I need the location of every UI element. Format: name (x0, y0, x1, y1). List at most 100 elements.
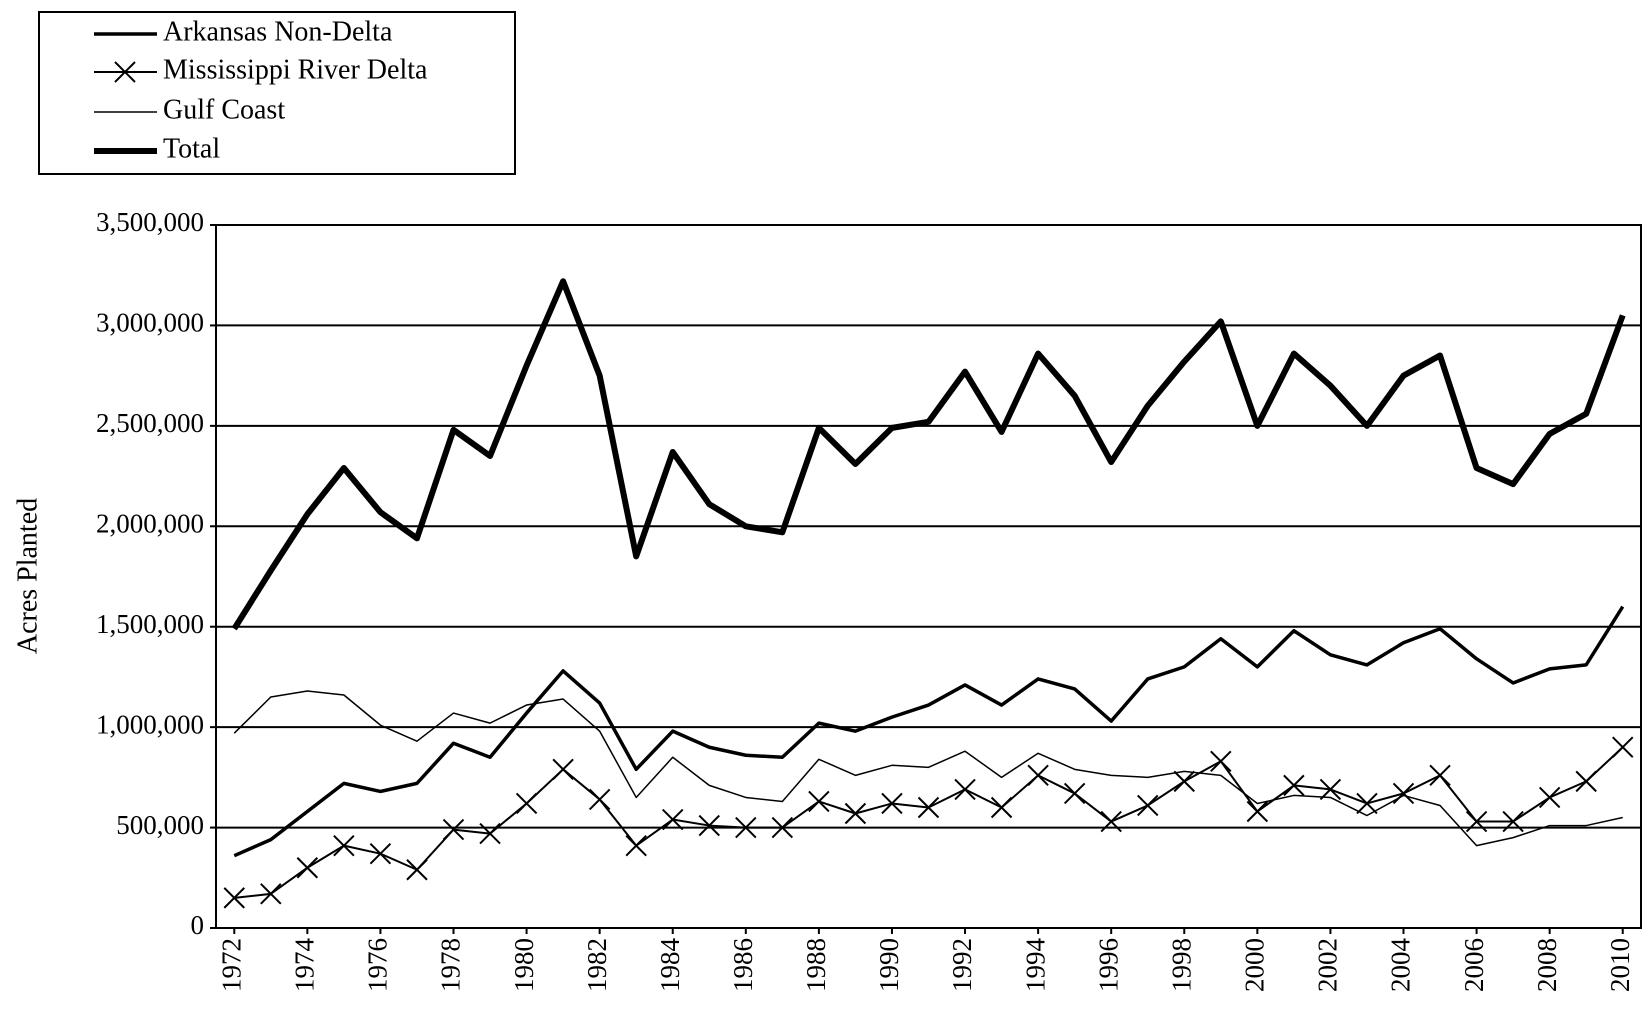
x-tick-label: 1982 (582, 938, 612, 992)
marker (1429, 764, 1451, 787)
marker (552, 758, 574, 781)
marker (479, 822, 501, 845)
marker (1465, 810, 1488, 833)
marker (844, 802, 867, 825)
legend-box (38, 11, 516, 175)
marker-stroke (515, 792, 538, 815)
marker (954, 778, 976, 801)
marker (990, 796, 1013, 819)
y-tick-label: 2,000,000 (96, 508, 204, 538)
marker-stroke (1465, 810, 1488, 833)
marker-stroke (844, 802, 867, 825)
marker (735, 816, 757, 839)
marker-stroke (1246, 800, 1269, 823)
x-tick-label: 1996 (1093, 938, 1123, 992)
marker (1137, 794, 1159, 817)
y-tick-label: 3,500,000 (96, 207, 204, 237)
y-tick-label: 1,500,000 (96, 609, 204, 639)
marker (698, 814, 720, 837)
marker (1063, 782, 1086, 805)
marker (917, 796, 940, 819)
x-tick-label: 2000 (1240, 938, 1270, 992)
marker-stroke (333, 834, 355, 857)
marker-stroke (1502, 810, 1524, 833)
marker (588, 788, 611, 811)
marker (1283, 774, 1305, 797)
marker (771, 816, 794, 839)
marker (1246, 800, 1269, 823)
marker (1356, 792, 1378, 815)
marker-stroke (1392, 782, 1415, 805)
marker (1027, 764, 1049, 787)
x-tick-label: 1990 (874, 938, 904, 992)
marker (662, 808, 684, 831)
x-tick-label: 1978 (436, 938, 466, 992)
marker (260, 883, 282, 905)
legend-label: Gulf Coast (163, 94, 285, 125)
x-tick-label: 1984 (655, 938, 685, 993)
marker (223, 887, 245, 909)
marker-stroke (881, 792, 903, 815)
marker-stroke (698, 814, 720, 837)
x-tick-label: 1994 (1020, 938, 1050, 993)
marker-stroke (1137, 794, 1159, 817)
marker (1319, 778, 1342, 801)
marker-stroke (735, 816, 757, 839)
marker-stroke (1319, 778, 1342, 801)
x-tick-label: 1976 (363, 938, 393, 992)
y-tick-label: 1,000,000 (96, 709, 204, 739)
marker-stroke (442, 818, 465, 841)
plot-border (215, 224, 1642, 929)
series-line (234, 746, 1624, 899)
x-tick-label: 1972 (216, 938, 246, 992)
marker (1210, 750, 1232, 772)
marker-stroke (625, 834, 647, 857)
marker-stroke (1100, 810, 1122, 833)
y-tick-label: 500,000 (116, 810, 204, 840)
legend-label: Arkansas Non-Delta (163, 16, 393, 47)
y-axis-label: Acres Planted (12, 498, 43, 654)
marker (296, 857, 319, 879)
marker (625, 834, 647, 857)
marker-stroke (1283, 774, 1305, 797)
marker (333, 834, 355, 857)
marker (881, 792, 903, 815)
marker-stroke (552, 758, 574, 781)
marker (406, 859, 428, 881)
marker (515, 792, 538, 815)
marker (1502, 810, 1524, 833)
marker-stroke (771, 816, 794, 839)
marker (1392, 782, 1415, 805)
legend-label: Mississippi River Delta (163, 54, 428, 85)
marker-stroke (808, 790, 830, 813)
marker-stroke (990, 796, 1013, 819)
x-tick-label: 2008 (1532, 938, 1562, 992)
x-tick-label: 2004 (1386, 938, 1416, 993)
y-tick-label: 3,000,000 (96, 308, 204, 338)
marker-stroke (917, 796, 940, 819)
marker-stroke (1575, 770, 1597, 793)
series-line (233, 690, 1623, 847)
marker-stroke (662, 808, 684, 831)
marker (1538, 786, 1561, 809)
marker-stroke (954, 778, 976, 801)
x-tick-label: 1992 (947, 938, 977, 992)
marker-stroke (406, 859, 428, 881)
marker-stroke (1612, 736, 1634, 758)
x-tick-label: 1980 (509, 938, 539, 992)
x-tick-label: 2002 (1313, 938, 1343, 992)
marker (1575, 770, 1597, 793)
x-tick-label: 1988 (801, 938, 831, 992)
marker-stroke (114, 61, 136, 83)
x-tick-label: 2006 (1459, 938, 1489, 992)
marker-stroke (1173, 770, 1195, 793)
marker (1612, 736, 1634, 758)
marker-stroke (1210, 750, 1232, 772)
marker (369, 842, 392, 865)
marker (1173, 770, 1195, 793)
marker (808, 790, 830, 813)
x-tick-label: 1986 (728, 938, 758, 992)
x-tick-label: 2010 (1605, 938, 1635, 992)
marker-stroke (1356, 792, 1378, 815)
